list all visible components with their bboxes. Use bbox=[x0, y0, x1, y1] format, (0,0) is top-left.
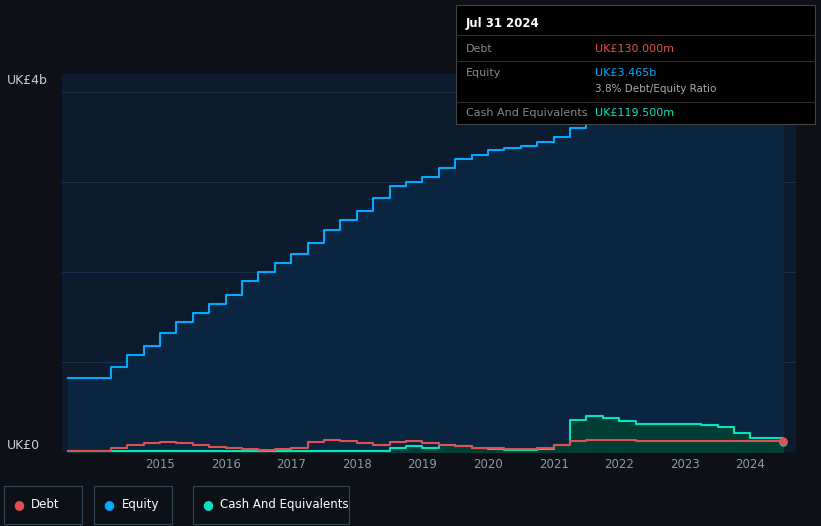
Text: Debt: Debt bbox=[31, 499, 60, 511]
Text: UK£0: UK£0 bbox=[7, 439, 39, 452]
Text: 3.8% Debt/Equity Ratio: 3.8% Debt/Equity Ratio bbox=[595, 84, 717, 94]
Text: Cash And Equivalents: Cash And Equivalents bbox=[220, 499, 349, 511]
Text: ●: ● bbox=[202, 499, 213, 511]
Text: ●: ● bbox=[103, 499, 115, 511]
Text: UK£4b: UK£4b bbox=[7, 74, 48, 87]
Text: UK£3.465b: UK£3.465b bbox=[595, 68, 657, 78]
Text: ●: ● bbox=[13, 499, 25, 511]
Text: UK£119.500m: UK£119.500m bbox=[595, 108, 674, 118]
Text: Jul 31 2024: Jul 31 2024 bbox=[466, 16, 539, 29]
Text: Debt: Debt bbox=[466, 44, 493, 54]
Text: Cash And Equivalents: Cash And Equivalents bbox=[466, 108, 587, 118]
Text: Equity: Equity bbox=[466, 68, 501, 78]
Text: UK£130.000m: UK£130.000m bbox=[595, 44, 674, 54]
Text: Equity: Equity bbox=[122, 499, 159, 511]
